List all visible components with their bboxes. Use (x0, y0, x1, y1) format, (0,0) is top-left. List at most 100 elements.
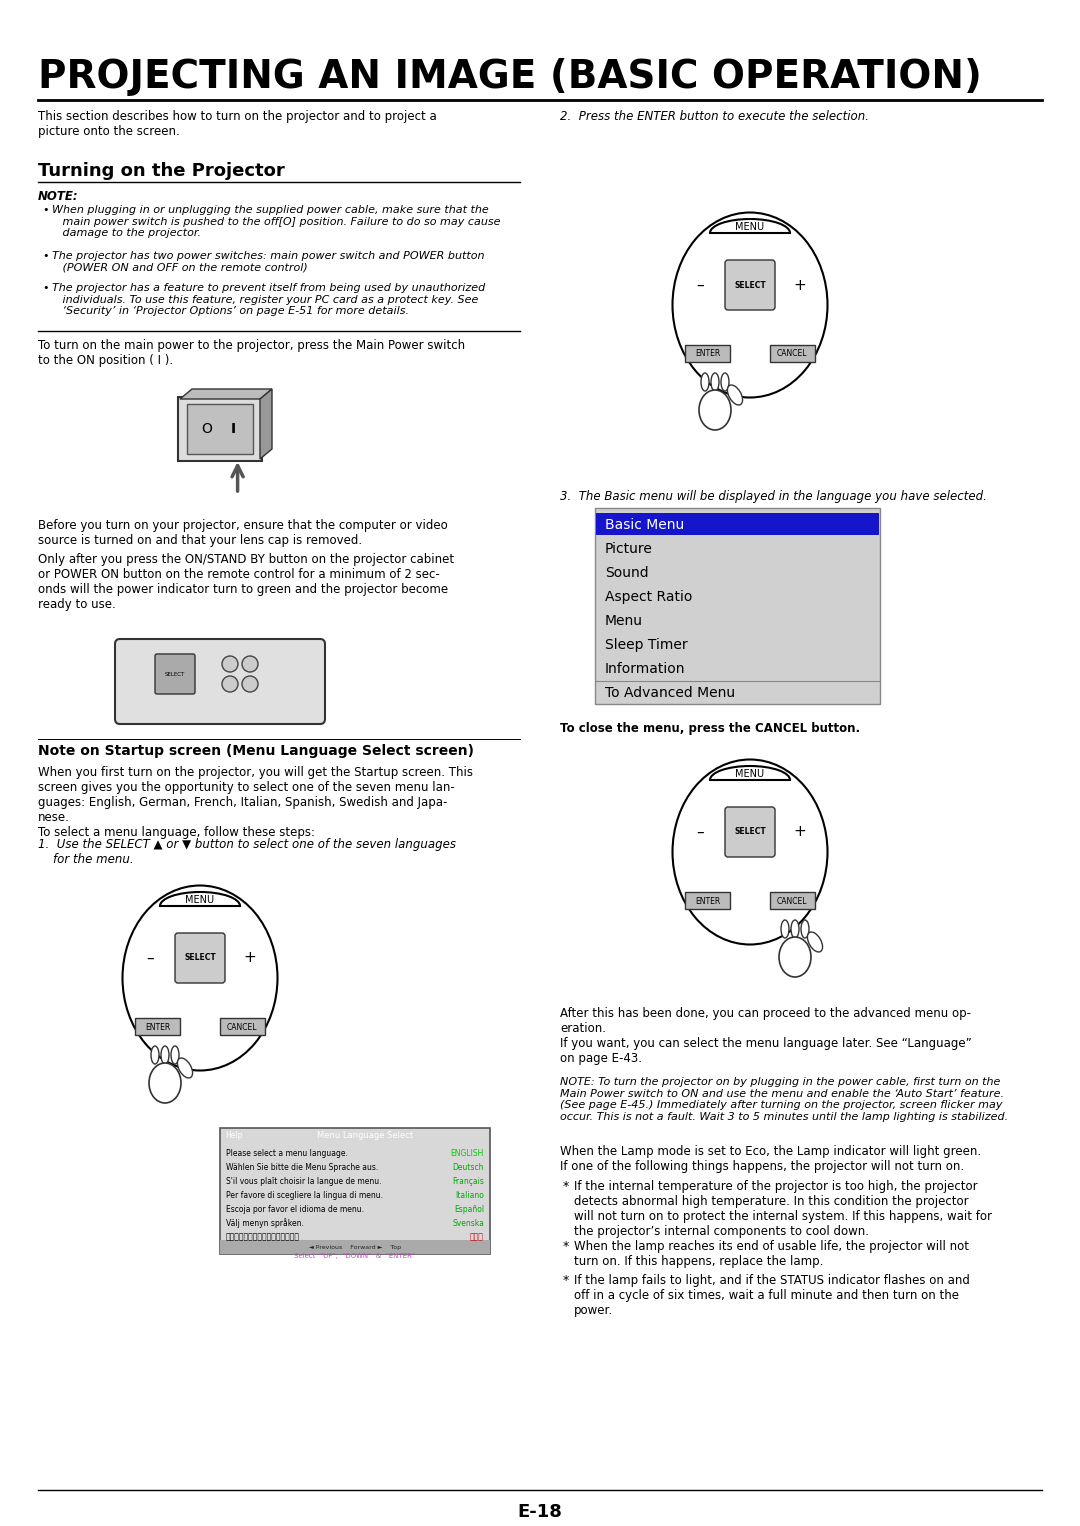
Text: SELECT: SELECT (734, 827, 766, 836)
Ellipse shape (161, 1045, 168, 1064)
Ellipse shape (171, 1045, 179, 1064)
Text: 日本語: 日本語 (470, 1233, 484, 1242)
Text: SELECT: SELECT (734, 281, 766, 290)
Text: S'il vous plaît choisir la langue de menu.: S'il vous plaît choisir la langue de men… (226, 1177, 381, 1186)
Text: MENU: MENU (735, 769, 765, 778)
Text: •: • (42, 204, 49, 215)
FancyBboxPatch shape (595, 508, 880, 703)
Text: Picture: Picture (605, 542, 653, 555)
FancyBboxPatch shape (220, 1128, 490, 1254)
FancyBboxPatch shape (725, 807, 775, 858)
Text: When you first turn on the projector, you will get the Startup screen. This
scre: When you first turn on the projector, yo… (38, 766, 473, 839)
Text: •: • (42, 282, 49, 293)
Text: Svenska: Svenska (453, 1218, 484, 1227)
Ellipse shape (701, 372, 708, 391)
Ellipse shape (721, 372, 729, 391)
Text: NOTE:: NOTE: (38, 191, 79, 203)
Text: –: – (697, 824, 704, 839)
Circle shape (222, 656, 238, 671)
Polygon shape (135, 1018, 180, 1035)
Text: メニュー言語を選択してください。: メニュー言語を選択してください。 (226, 1233, 300, 1242)
Ellipse shape (791, 920, 799, 938)
Text: CANCEL: CANCEL (777, 349, 807, 359)
Text: Sound: Sound (605, 566, 649, 580)
FancyBboxPatch shape (187, 404, 253, 455)
Text: Italiano: Italiano (455, 1190, 484, 1199)
Text: 3.  The Basic menu will be displayed in the language you have selected.: 3. The Basic menu will be displayed in t… (561, 490, 987, 504)
Polygon shape (220, 1018, 265, 1035)
Text: NOTE: To turn the projector on by plugging in the power cable, first turn on the: NOTE: To turn the projector on by pluggi… (561, 1077, 1008, 1122)
Text: Välj menyn språken.: Välj menyn språken. (226, 1218, 303, 1228)
Text: ENTER: ENTER (696, 896, 720, 905)
Ellipse shape (711, 372, 719, 391)
Text: ENTER: ENTER (696, 349, 720, 359)
Text: Deutsch: Deutsch (453, 1163, 484, 1172)
Text: Note on Startup screen (Menu Language Select screen): Note on Startup screen (Menu Language Se… (38, 745, 474, 758)
Ellipse shape (151, 1045, 159, 1064)
Text: Turning on the Projector: Turning on the Projector (38, 162, 285, 180)
Text: Only after you press the ON/STAND BY button on the projector cabinet
or POWER ON: Only after you press the ON/STAND BY but… (38, 552, 454, 610)
Text: Wählen Sie bitte die Menu Sprache aus.: Wählen Sie bitte die Menu Sprache aus. (226, 1163, 378, 1172)
Text: When the lamp reaches its end of usable life, the projector will not
turn on. If: When the lamp reaches its end of usable … (573, 1241, 969, 1268)
Text: Please select a menu language.: Please select a menu language. (226, 1149, 348, 1158)
Text: Per favore di scegliere la lingua di menu.: Per favore di scegliere la lingua di men… (226, 1190, 383, 1199)
Ellipse shape (699, 391, 731, 430)
Text: 1.  Use the SELECT ▲ or ▼ button to select one of the seven languages
    for th: 1. Use the SELECT ▲ or ▼ button to selec… (38, 838, 456, 865)
Ellipse shape (779, 937, 811, 977)
Text: ◄ Previous    Forward ►    Top: ◄ Previous Forward ► Top (309, 1245, 401, 1250)
Text: This section describes how to turn on the projector and to project a
picture ont: This section describes how to turn on th… (38, 110, 436, 137)
FancyBboxPatch shape (175, 932, 225, 983)
Text: •: • (42, 250, 49, 261)
Ellipse shape (673, 212, 827, 397)
Text: +: + (794, 824, 807, 839)
Ellipse shape (149, 1064, 181, 1103)
FancyBboxPatch shape (220, 1128, 248, 1141)
FancyBboxPatch shape (178, 397, 262, 461)
Text: E-18: E-18 (517, 1503, 563, 1521)
Text: Select  "UP",  "DOWN"  &  "ENTER": Select "UP", "DOWN" & "ENTER" (295, 1253, 416, 1259)
Text: SELECT: SELECT (165, 671, 185, 676)
Text: MENU: MENU (186, 896, 215, 905)
Text: Basic Menu: Basic Menu (605, 517, 685, 533)
Text: If the internal temperature of the projector is too high, the projector
detects : If the internal temperature of the proje… (573, 1180, 993, 1238)
Text: ENTER: ENTER (146, 1022, 171, 1032)
Polygon shape (180, 389, 272, 398)
Text: Menu Language Select: Menu Language Select (316, 1131, 413, 1140)
Text: The projector has two power switches: main power switch and POWER button
   (POW: The projector has two power switches: ma… (52, 250, 485, 273)
Circle shape (222, 676, 238, 691)
Polygon shape (770, 345, 815, 362)
Text: I: I (231, 423, 237, 436)
Ellipse shape (673, 760, 827, 945)
FancyBboxPatch shape (596, 513, 879, 536)
FancyBboxPatch shape (156, 655, 195, 694)
Text: O: O (201, 423, 212, 436)
Text: Sleep Timer: Sleep Timer (605, 638, 688, 652)
Text: *: * (563, 1274, 569, 1286)
Text: MENU: MENU (735, 221, 765, 232)
Ellipse shape (122, 885, 278, 1071)
Text: –: – (697, 278, 704, 293)
Text: To Advanced Menu: To Advanced Menu (605, 687, 735, 700)
Text: If the lamp fails to light, and if the STATUS indicator flashes on and
off in a : If the lamp fails to light, and if the S… (573, 1274, 970, 1317)
FancyBboxPatch shape (222, 1146, 488, 1160)
FancyBboxPatch shape (725, 259, 775, 310)
Text: CANCEL: CANCEL (777, 896, 807, 905)
Text: 2.  Press the ENTER button to execute the selection.: 2. Press the ENTER button to execute the… (561, 110, 869, 124)
Text: After this has been done, you can proceed to the advanced menu op-
eration.
If y: After this has been done, you can procee… (561, 1007, 972, 1065)
Ellipse shape (781, 920, 789, 938)
Text: Español: Español (454, 1204, 484, 1213)
Text: +: + (244, 951, 256, 966)
Ellipse shape (801, 920, 809, 938)
Text: SELECT: SELECT (184, 954, 216, 963)
Text: Français: Français (453, 1177, 484, 1186)
Ellipse shape (808, 932, 823, 952)
Circle shape (242, 656, 258, 671)
Text: To turn on the main power to the projector, press the Main Power switch
to the O: To turn on the main power to the project… (38, 339, 465, 366)
Polygon shape (260, 389, 272, 459)
Text: When the Lamp mode is set to Eco, the Lamp indicator will light green.
If one of: When the Lamp mode is set to Eco, the La… (561, 1144, 981, 1173)
FancyBboxPatch shape (220, 1128, 490, 1141)
Text: Help: Help (226, 1131, 243, 1140)
Polygon shape (770, 893, 815, 909)
Text: Before you turn on your projector, ensure that the computer or video
source is t: Before you turn on your projector, ensur… (38, 519, 448, 546)
Circle shape (242, 676, 258, 691)
